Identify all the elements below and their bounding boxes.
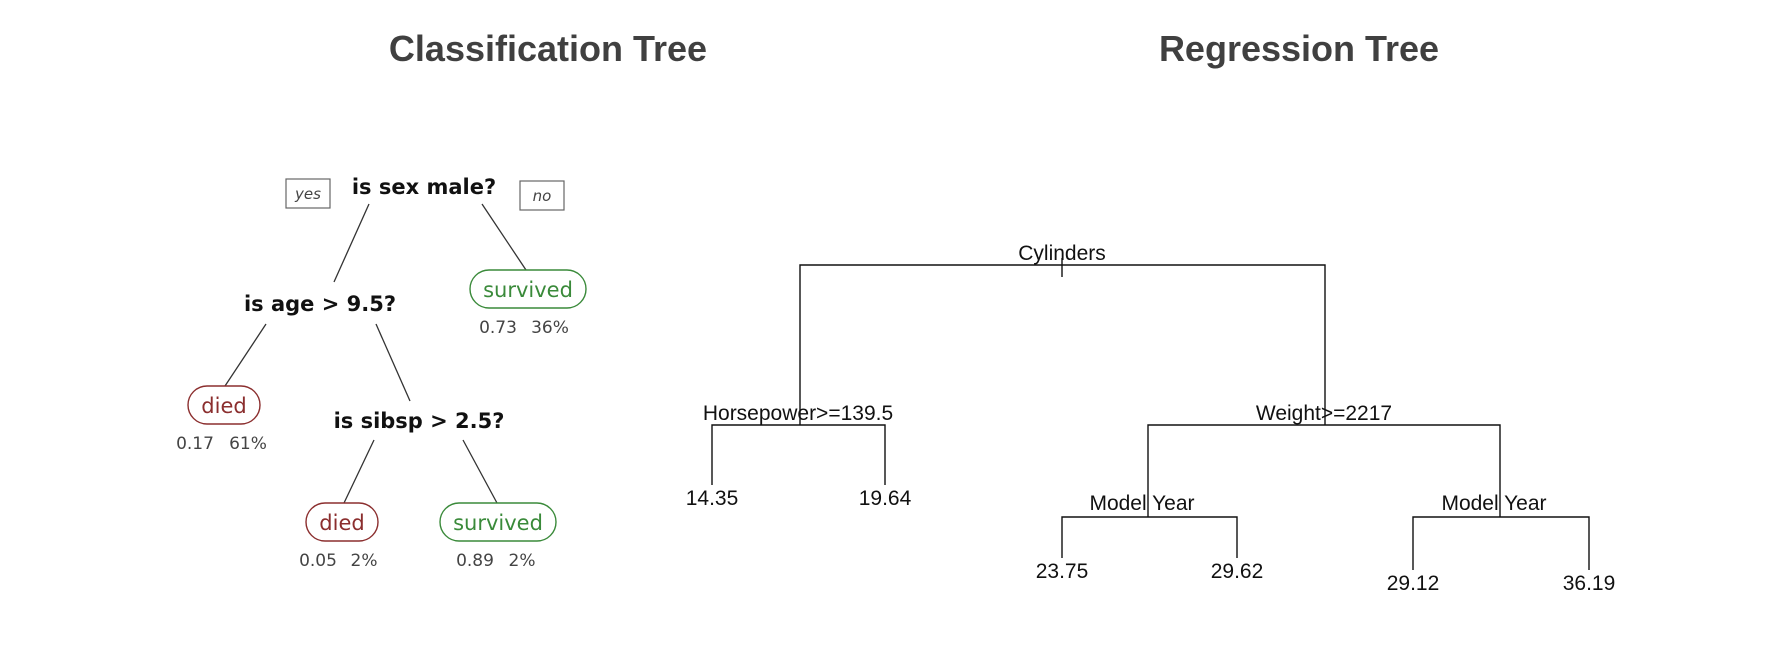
leaf-value-5: 29.12 [1387, 572, 1440, 595]
yes-badge: yes [285, 178, 331, 209]
classification-tree-title: Classification Tree [389, 28, 707, 69]
root-question: is sex male? [352, 175, 496, 199]
classification-tree: Classification Tree yes no is sex male? … [176, 28, 707, 571]
leaf-percentage: 2% [509, 551, 536, 571]
split-weight: Weight>=2217 [1256, 402, 1392, 425]
leaf-percentage: 61% [229, 434, 267, 454]
leaf-value-3: 23.75 [1036, 560, 1089, 583]
leaf-value-4: 29.62 [1211, 560, 1264, 583]
leaf-probability: 0.73 [479, 318, 517, 338]
age-question: is age > 9.5? [244, 292, 396, 316]
leaf-survived-sibsp: survived 0.89 2% [439, 502, 557, 571]
no-label: no [533, 187, 552, 205]
no-badge: no [519, 180, 565, 211]
split-cylinders: Cylinders [1018, 242, 1106, 265]
leaf-label: died [319, 511, 364, 535]
edge-root-survived [481, 203, 527, 271]
regression-tree: Regression Tree Cylinders Horsepower>=13… [686, 28, 1616, 595]
yes-label: yes [294, 185, 321, 203]
leaf-probability: 0.89 [456, 551, 494, 571]
split-model-year-right: Model Year [1441, 492, 1546, 515]
leaf-probability: 0.17 [176, 434, 214, 454]
leaf-percentage: 2% [351, 551, 378, 571]
leaf-value-1: 14.35 [686, 487, 739, 510]
leaf-survived-female: survived 0.73 36% [469, 269, 587, 338]
edge-model-year-right [1412, 516, 1590, 570]
edge-model-year-left [1061, 516, 1238, 558]
edge-sibsp-survived [462, 439, 498, 504]
split-horsepower: Horsepower>=139.5 [703, 402, 893, 425]
leaf-label: survived [483, 278, 573, 302]
edge-age-died [224, 323, 267, 387]
leaf-value-2: 19.64 [859, 487, 912, 510]
edge-sibsp-died [343, 439, 375, 504]
edge-root-age [333, 203, 370, 283]
leaf-label: survived [453, 511, 543, 535]
leaf-value-6: 36.19 [1563, 572, 1616, 595]
sibsp-question: is sibsp > 2.5? [334, 409, 505, 433]
leaf-died-sibsp: died 0.05 2% [299, 502, 379, 571]
leaf-probability: 0.05 [299, 551, 337, 571]
leaf-percentage: 36% [531, 318, 569, 338]
edge-horsepower [711, 424, 886, 485]
leaf-label: died [201, 394, 246, 418]
split-model-year-left: Model Year [1089, 492, 1194, 515]
regression-tree-title: Regression Tree [1159, 28, 1439, 69]
edge-root [799, 264, 1326, 425]
leaf-died-adult-male: died 0.17 61% [176, 385, 267, 454]
edge-age-sibsp [375, 323, 411, 402]
edge-weight [1147, 424, 1501, 517]
